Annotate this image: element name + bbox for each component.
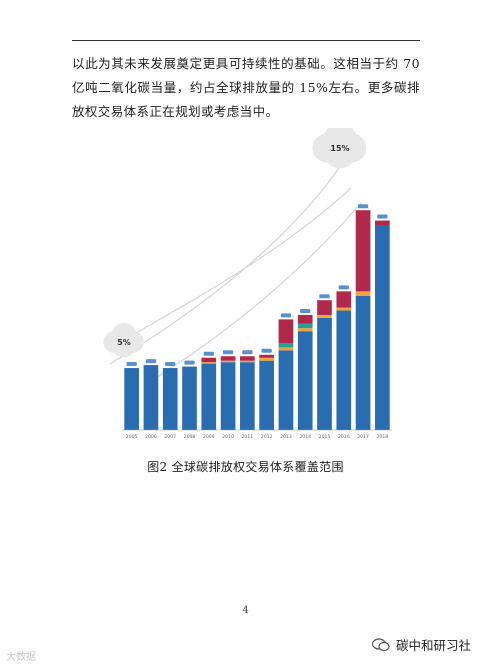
- bubbles: 5% 15%: [103, 122, 367, 358]
- x-tick-2005: 2005: [126, 434, 138, 440]
- bar-2015-seg3: [317, 300, 332, 315]
- bar-2015-seg1: [317, 314, 332, 318]
- bar-2010-seg3: [220, 356, 236, 361]
- x-tick-2013: 2013: [280, 434, 292, 440]
- header-rule: [72, 40, 420, 41]
- bar-label-2016: [338, 285, 349, 290]
- bar-2013-seg2: [278, 342, 294, 348]
- bar-2009-seg1: [201, 362, 217, 364]
- bar-label-2005: [126, 362, 137, 367]
- bubble-start-text: 5%: [117, 338, 131, 347]
- growth-curve-2: [155, 202, 362, 379]
- bar-2011-seg1: [240, 360, 255, 363]
- bar-2014-seg0: [297, 331, 313, 431]
- bar-2012-seg3: [259, 354, 274, 358]
- bar-2014-seg3: [297, 314, 313, 324]
- bar-2018-seg0: [375, 224, 390, 430]
- bar-2017-seg1: [355, 291, 371, 296]
- bar-label-2011: [242, 350, 253, 355]
- bar-2011-seg3: [240, 356, 255, 361]
- bar-label-2014: [300, 308, 311, 313]
- bar-2017-seg3: [355, 210, 371, 292]
- x-tick-2008: 2008: [184, 434, 196, 440]
- bar-2010-seg0: [220, 362, 236, 430]
- bar-2013-seg0: [278, 350, 294, 430]
- x-tick-2007: 2007: [164, 434, 176, 440]
- x-tick-2015: 2015: [319, 434, 331, 440]
- page-number: 4: [242, 605, 249, 616]
- bar-2016-seg0: [336, 310, 352, 430]
- bar-2012-seg1: [259, 357, 274, 361]
- bar-2011-seg0: [240, 362, 255, 430]
- body-paragraph: 以此为其未来发展奠定更具可持续性的基础。这相当于约 70 亿吨二氧化碳当量，约占…: [72, 56, 420, 119]
- bar-2018-seg3: [375, 220, 390, 225]
- bar-2012-seg0: [259, 360, 274, 431]
- bar-label-2010: [222, 350, 234, 355]
- bar-2013-seg1: [278, 347, 294, 351]
- tick-labels: 2005 2006 2007 2008 2009 2010 2011 2012 2013 2014…: [126, 434, 388, 440]
- x-tick-2017: 2017: [357, 434, 369, 440]
- bar-label-2006: [145, 359, 157, 364]
- bubble-start: 5%: [103, 323, 144, 358]
- bar-2005-seg0: [124, 368, 139, 430]
- bar-2009-seg0: [201, 363, 217, 431]
- x-tick-2012: 2012: [261, 434, 273, 440]
- bar-2014-seg2: [297, 323, 313, 329]
- bar-label-2018: [377, 214, 388, 219]
- bar-2014-seg1: [297, 328, 313, 332]
- bar-2007-seg0: [162, 368, 178, 430]
- bar-label-2015: [319, 294, 330, 299]
- figure-caption: 图2 全球碳排放权交易体系覆盖范围: [147, 460, 344, 474]
- x-tick-2018: 2018: [377, 434, 389, 440]
- bar-label-2008: [184, 360, 195, 365]
- bar-label-2012: [261, 348, 272, 353]
- bar-label-2007: [165, 362, 176, 367]
- x-tick-2010: 2010: [222, 434, 234, 440]
- bar-2013-seg3: [278, 319, 294, 343]
- bubble-end: 15%: [312, 122, 367, 169]
- x-tick-2009: 2009: [203, 434, 215, 440]
- x-tick-2011: 2011: [242, 434, 254, 440]
- bar-2015-seg0: [317, 317, 332, 430]
- bar-2006-seg0: [143, 365, 159, 430]
- bars: [122, 204, 392, 431]
- bar-2008-seg0: [182, 366, 197, 430]
- bar-label-2013: [280, 313, 292, 318]
- watermark-left: 大数据: [6, 652, 36, 663]
- growth-curve-1: [135, 187, 352, 334]
- bar-2016-seg3: [336, 291, 352, 308]
- x-tick-2016: 2016: [338, 434, 350, 440]
- bar-label-2009: [203, 351, 214, 356]
- bar-label-2017: [357, 204, 369, 209]
- bar-2017-seg0: [355, 295, 371, 430]
- bubble-end-text: 15%: [330, 144, 349, 153]
- x-tick-2006: 2006: [145, 434, 157, 440]
- bar-2009-seg3: [201, 357, 217, 363]
- bar-2010-seg1: [220, 360, 236, 363]
- watermark-right: 碳中和研习社: [372, 635, 471, 654]
- x-tick-2014: 2014: [299, 434, 311, 440]
- coverage-chart: 5%15% 2005 2006 2007 2008 2009 2010 2011 2012 20…: [103, 122, 392, 440]
- wechat-icon: [372, 637, 390, 651]
- bar-2016-seg1: [336, 307, 352, 311]
- figure-ets-coverage: 5% 15% 2005 2006 2007 2008 2009 2010 2011 2012 20…: [96, 122, 398, 458]
- watermark-right-text: 碳中和研习社: [396, 638, 472, 653]
